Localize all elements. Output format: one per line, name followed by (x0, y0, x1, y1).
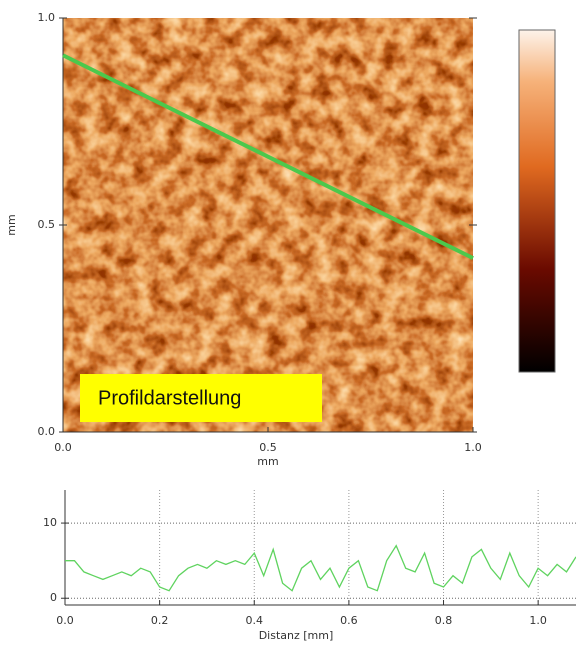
x-tick-label: 0.2 (151, 614, 169, 627)
x-tick-label: 0.0 (54, 441, 72, 454)
plots: 0.0 0.5 1.0 0.0 0.5 1.0 mm mm Profildarstellung 0… (5, 11, 576, 642)
y-tick-label: 0.0 (38, 425, 56, 438)
y-tick-label: 0.5 (38, 218, 56, 231)
y-tick-label: 0 (50, 591, 57, 604)
x-tick-label: 0.5 (259, 441, 277, 454)
x-tick-label: 0.0 (56, 614, 74, 627)
x-axis-label: Distanz [mm] (259, 629, 334, 642)
x-tick-label: 0.6 (340, 614, 358, 627)
x-axis-label: mm (257, 455, 278, 468)
profile-line (62, 53, 474, 260)
x-tick-label: 1.0 (529, 614, 547, 627)
y-tick-label: 10 (43, 516, 57, 529)
profile (65, 544, 576, 592)
colorbar (518, 29, 556, 373)
x-tick-label: 0.4 (246, 614, 264, 627)
annotation: Profildarstellung (98, 387, 241, 409)
y-tick-label: 1.0 (38, 11, 56, 24)
x-tick-label: 1.0 (464, 441, 482, 454)
height-map (63, 18, 473, 432)
annotation-box (80, 374, 322, 422)
y-axis-label: mm (5, 214, 18, 235)
x-tick-label: 0.8 (435, 614, 453, 627)
